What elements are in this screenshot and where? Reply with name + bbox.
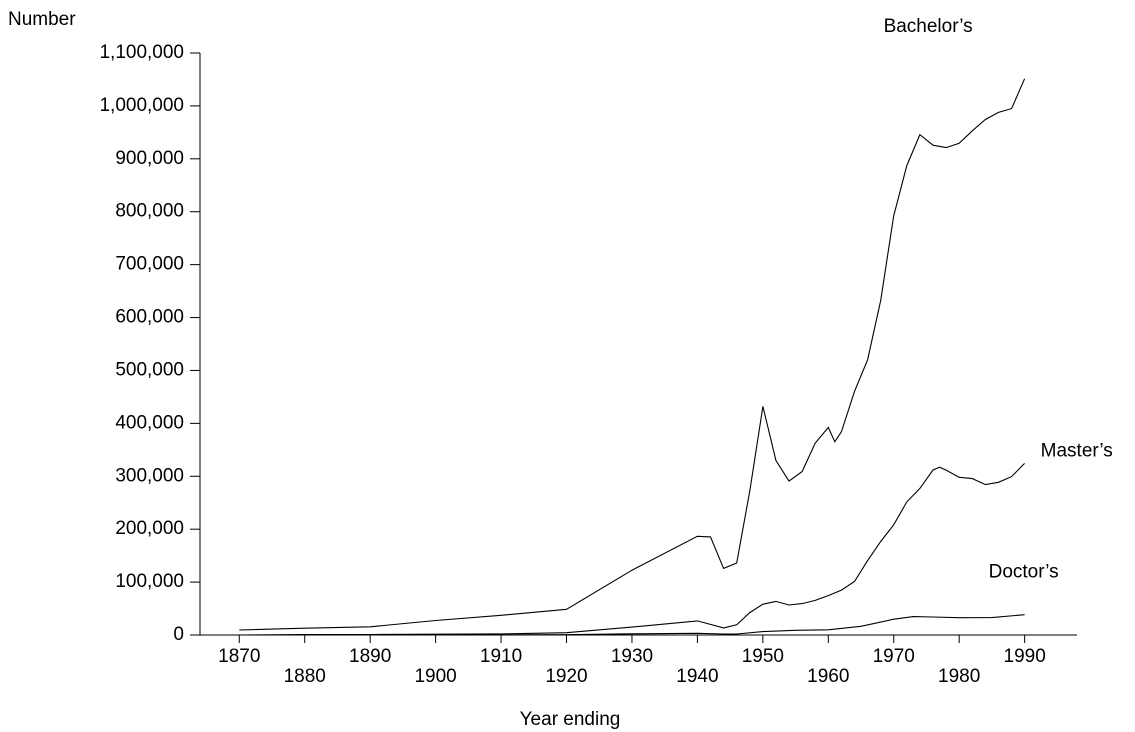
series-label: Bachelor’s [884,16,973,37]
y-tick-label: 1,100,000 [99,42,184,63]
series-line [239,463,1025,636]
y-tick-label: 1,000,000 [99,95,184,116]
x-axis-label: Year ending [520,709,621,730]
y-tick-label: 200,000 [115,518,184,539]
y-axis-label: Number [8,9,76,30]
x-tick-label: 1880 [284,666,326,687]
y-tick-label: 500,000 [115,359,184,380]
x-tick-label: 1890 [349,646,391,667]
x-tick-label: 1960 [807,666,849,687]
y-tick-label: 800,000 [115,201,184,222]
y-tick-label: 600,000 [115,307,184,328]
x-tick-label: 1900 [414,666,456,687]
x-tick-label: 1940 [676,666,718,687]
y-tick-label: 400,000 [115,412,184,433]
x-tick-label: 1950 [742,646,784,667]
series-label: Doctor’s [989,562,1059,583]
x-tick-label: 1990 [1004,646,1046,667]
x-tick-label: 1870 [218,646,260,667]
x-tick-label: 1970 [873,646,915,667]
y-tick-label: 0 [173,624,184,645]
x-tick-label: 1980 [938,666,980,687]
y-tick-label: 100,000 [115,571,184,592]
series-line [239,614,1025,636]
series-label: Master’s [1041,440,1113,461]
x-tick-label: 1910 [480,646,522,667]
y-tick-label: 700,000 [115,254,184,275]
x-tick-label: 1930 [611,646,653,667]
x-tick-label: 1920 [545,666,587,687]
series-line [239,78,1026,631]
y-tick-label: 300,000 [115,465,184,486]
y-tick-label: 900,000 [115,148,184,169]
